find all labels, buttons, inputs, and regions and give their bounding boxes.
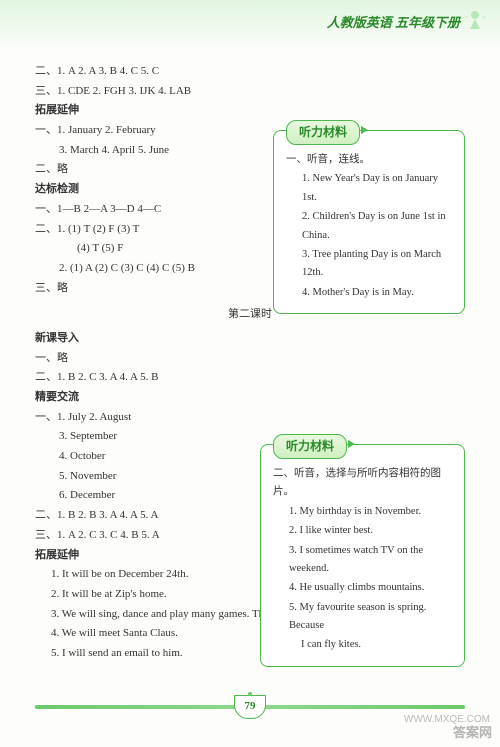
box-item: 3. I sometimes watch TV on the weekend.	[273, 542, 454, 579]
watermark-text: 答案网	[453, 722, 492, 741]
box-item: 4. Mother's Day is in May.	[286, 284, 454, 302]
listening-box-2: 听力材料 二、听音，选择与所听内容相符的图片。 1. My birthday i…	[260, 444, 465, 667]
section-heading: 新课导入	[35, 329, 465, 348]
box-title: 二、听音，选择与所听内容相符的图片。	[273, 465, 454, 502]
page-number: 79	[234, 695, 266, 719]
section-heading: 拓展延伸	[35, 101, 465, 120]
box-item: 3. Tree planting Day is on March 12th.	[286, 246, 454, 283]
box-label: 听力材料	[273, 434, 347, 459]
box-item: 1. New Year's Day is on January 1st.	[286, 170, 454, 207]
box-item: 4. He usually climbs mountains.	[273, 579, 454, 597]
box-item: 2. Children's Day is on June 1st in Chin…	[286, 208, 454, 245]
box-item: 2. I like winter best.	[273, 522, 454, 540]
main-content: 二、1. A 2. A 3. B 4. C 5. C 三、1. CDE 2. F…	[35, 62, 465, 697]
answer-line: 二、1. A 2. A 3. B 4. C 5. C	[35, 62, 465, 81]
answer-line: 三、1. CDE 2. FGH 3. IJK 4. LAB	[35, 82, 465, 101]
page-header: 人教版英语 五年级下册	[327, 12, 460, 31]
box-item: 5. My favourite season is spring. Becaus…	[273, 599, 454, 636]
box-item: 1. My birthday is in November.	[273, 503, 454, 521]
answer-line: 一、略	[35, 349, 465, 368]
fairy-icon	[460, 5, 490, 35]
answer-line: 二、1. B 2. C 3. A 4. A 5. B	[35, 368, 465, 387]
box-title: 一、听音，连线。	[286, 151, 454, 169]
section-heading: 精要交流	[35, 388, 465, 407]
box-label: 听力材料	[286, 120, 360, 145]
box-item: I can fly kites.	[273, 636, 454, 654]
answer-line: 一、1. July 2. August	[35, 408, 465, 427]
listening-box-1: 听力材料 一、听音，连线。 1. New Year's Day is on Ja…	[273, 130, 465, 314]
